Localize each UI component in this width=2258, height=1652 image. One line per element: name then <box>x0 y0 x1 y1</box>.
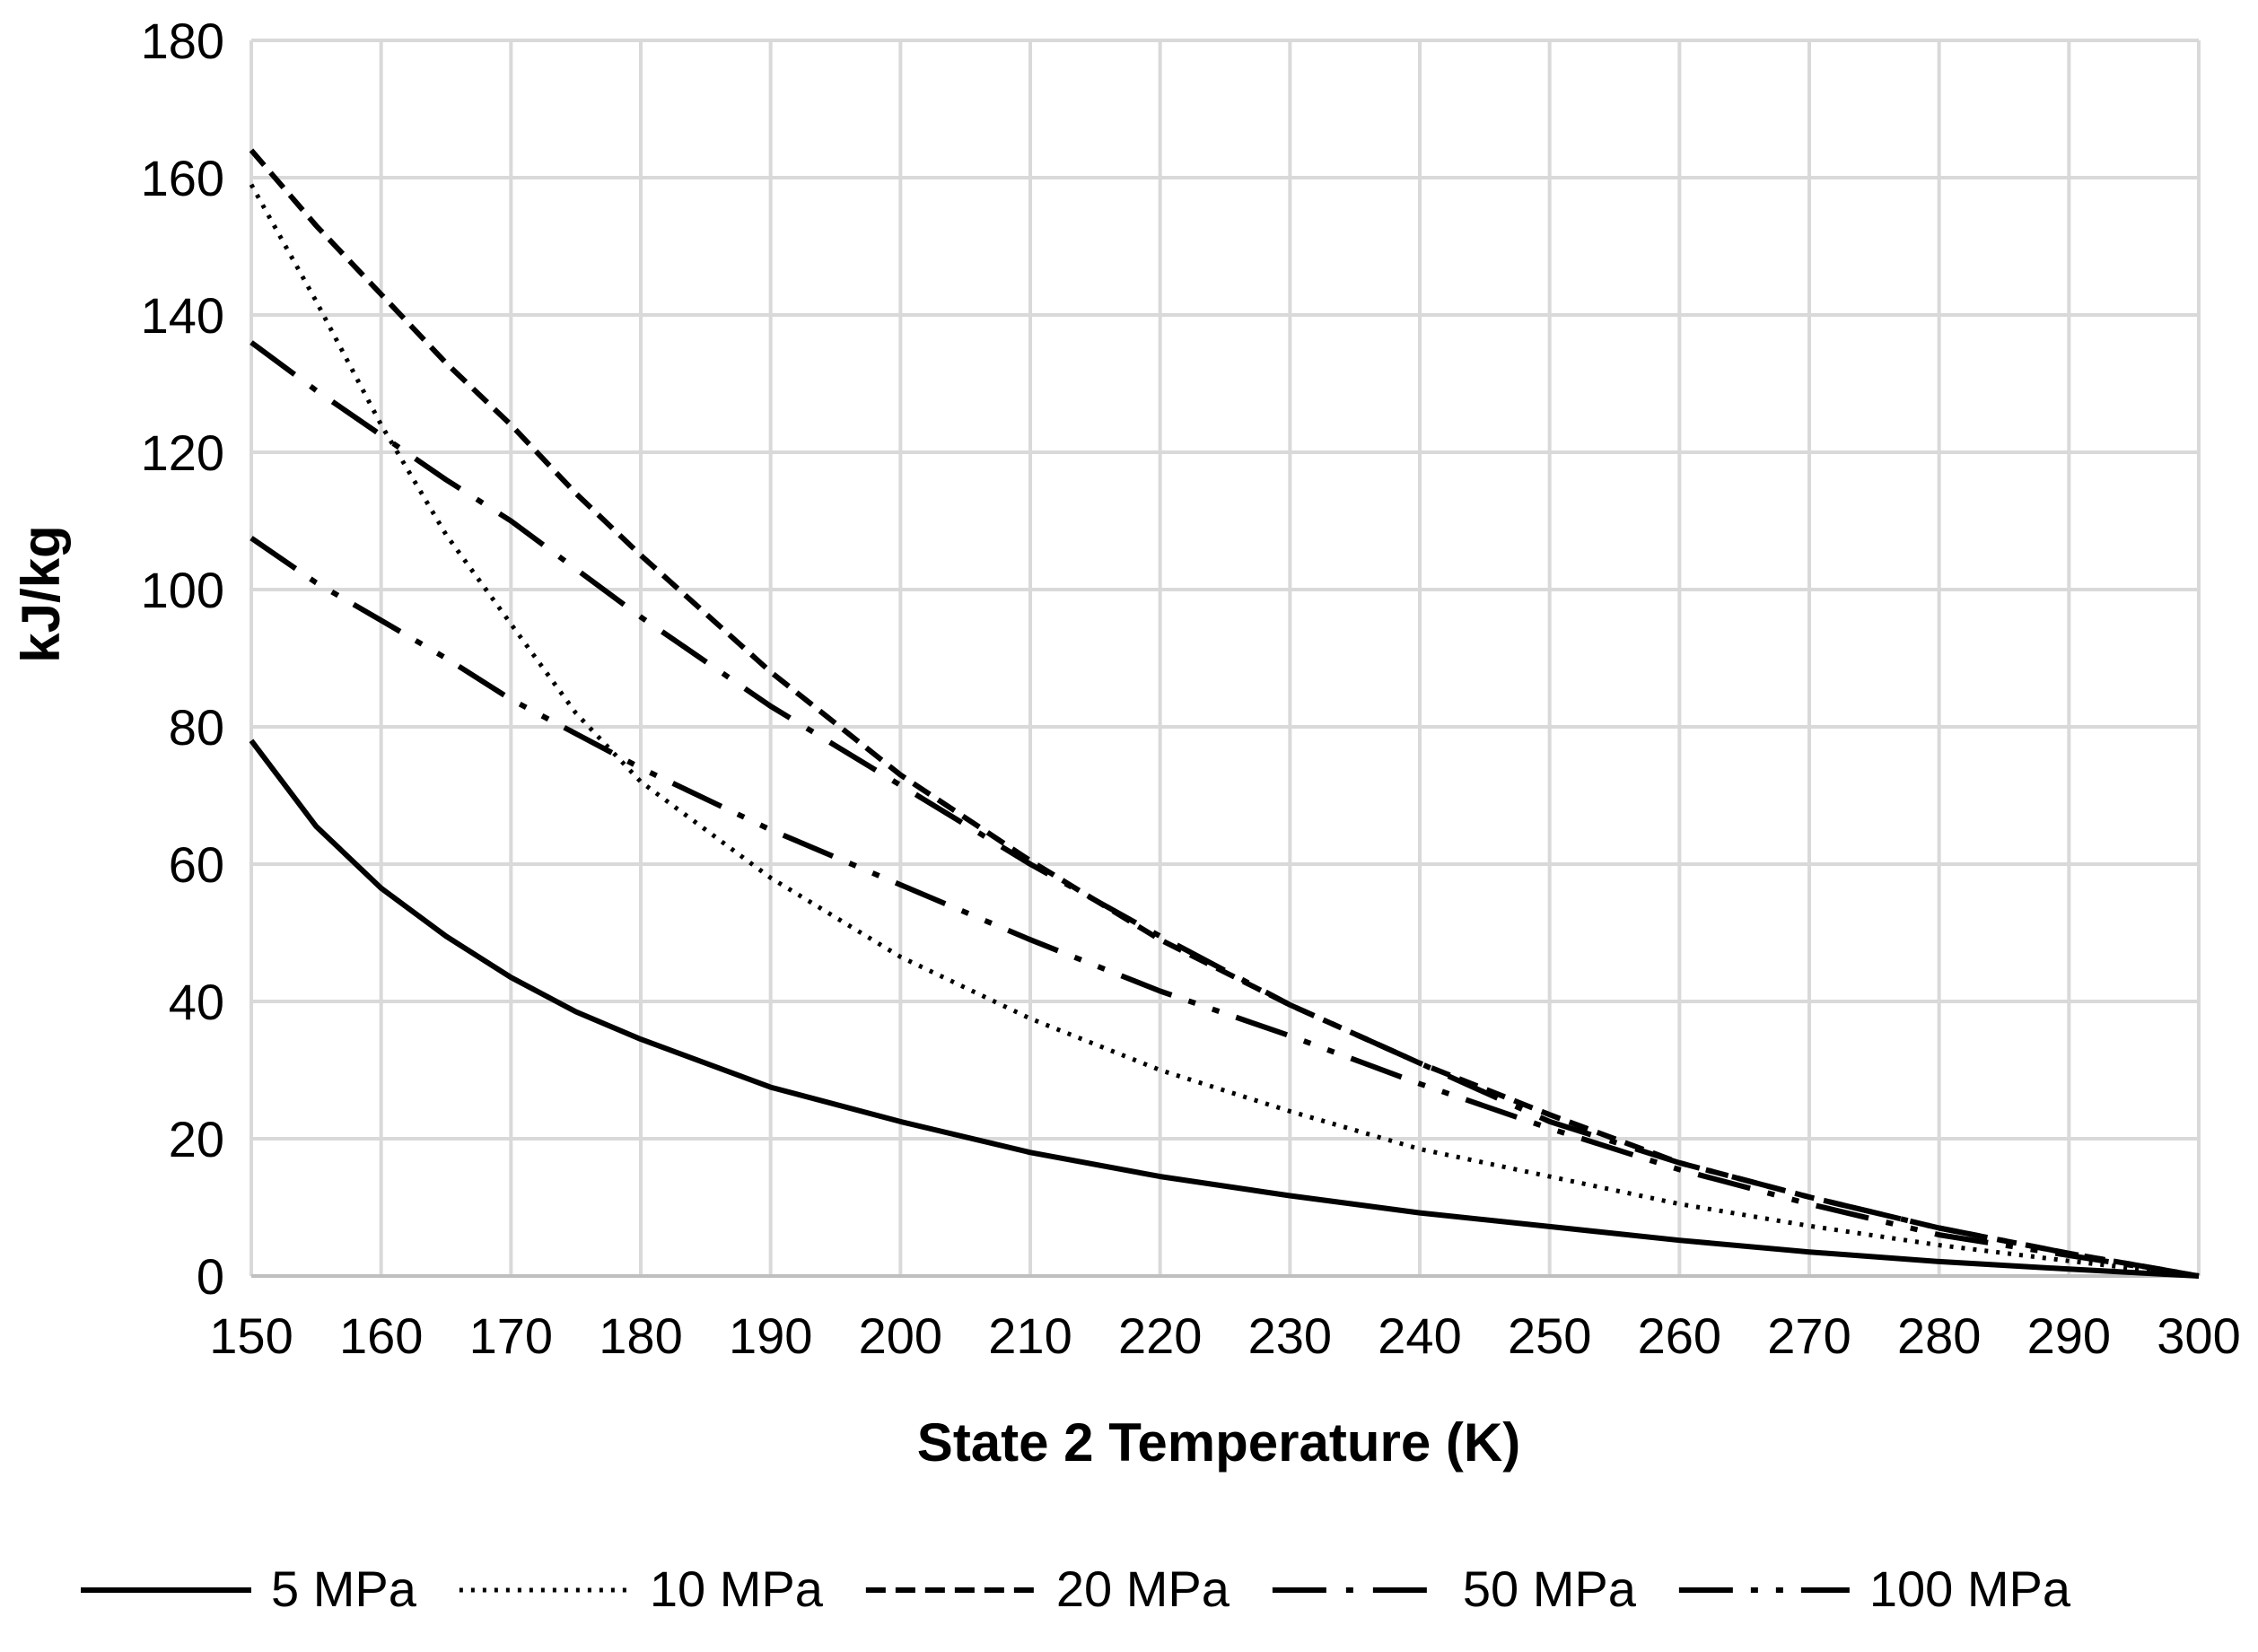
y-tick-label: 120 <box>141 424 224 481</box>
x-tick-label: 260 <box>1638 1307 1721 1364</box>
x-tick-label: 230 <box>1248 1307 1332 1364</box>
y-tick-label: 20 <box>169 1111 224 1167</box>
legend-label-100-mpa: 100 MPa <box>1869 1560 2071 1617</box>
tick-labels: 150 160 170 180 190 200 210 220 230 240 250 260 270 2… <box>141 13 2241 1364</box>
x-tick-label: 300 <box>2157 1307 2240 1364</box>
x-tick-label: 200 <box>859 1307 942 1364</box>
x-tick-label: 160 <box>339 1307 423 1364</box>
series-line-50-mpa <box>249 340 2200 1279</box>
series-line-10-mpa <box>249 183 2200 1279</box>
x-tick-label: 290 <box>2027 1307 2111 1364</box>
series-lines <box>249 148 2200 1279</box>
y-tick-label: 0 <box>197 1248 224 1305</box>
x-tick-label: 220 <box>1118 1307 1202 1364</box>
x-tick-label: 280 <box>1897 1307 1981 1364</box>
axes <box>249 40 2199 1278</box>
x-tick-label: 150 <box>209 1307 293 1364</box>
x-tick-label: 270 <box>1767 1307 1851 1364</box>
y-tick-label: 160 <box>141 150 224 206</box>
y-tick-label: 80 <box>169 699 224 756</box>
legend-label-50-mpa: 50 MPa <box>1463 1560 1637 1617</box>
x-tick-label: 170 <box>469 1307 553 1364</box>
series-line-5-mpa <box>249 739 2200 1279</box>
x-tick-label: 240 <box>1378 1307 1461 1364</box>
legend-label-10-mpa: 10 MPa <box>650 1560 824 1617</box>
x-tick-label: 190 <box>729 1307 812 1364</box>
y-tick-label: 140 <box>141 287 224 344</box>
y-tick-label: 60 <box>169 836 224 893</box>
legend-label-20-mpa: 20 MPa <box>1056 1560 1230 1617</box>
gridlines <box>251 39 2201 1276</box>
y-tick-label: 100 <box>141 562 224 618</box>
x-tick-label: 210 <box>988 1307 1072 1364</box>
legend: 5 MPa 10 MPa 20 MPa 50 MPa 100 MPa <box>81 1560 2071 1617</box>
series-line-100-mpa <box>249 536 2200 1279</box>
legend-label-5-mpa: 5 MPa <box>271 1560 417 1617</box>
y-axis-title: kJ/kg <box>11 525 71 662</box>
series-line-20-mpa <box>249 148 2200 1279</box>
x-tick-label: 250 <box>1508 1307 1591 1364</box>
y-tick-label: 180 <box>141 13 224 69</box>
x-tick-label: 180 <box>599 1307 682 1364</box>
x-axis-title: State 2 Temperature (K) <box>917 1412 1520 1473</box>
y-tick-label: 40 <box>169 974 224 1030</box>
